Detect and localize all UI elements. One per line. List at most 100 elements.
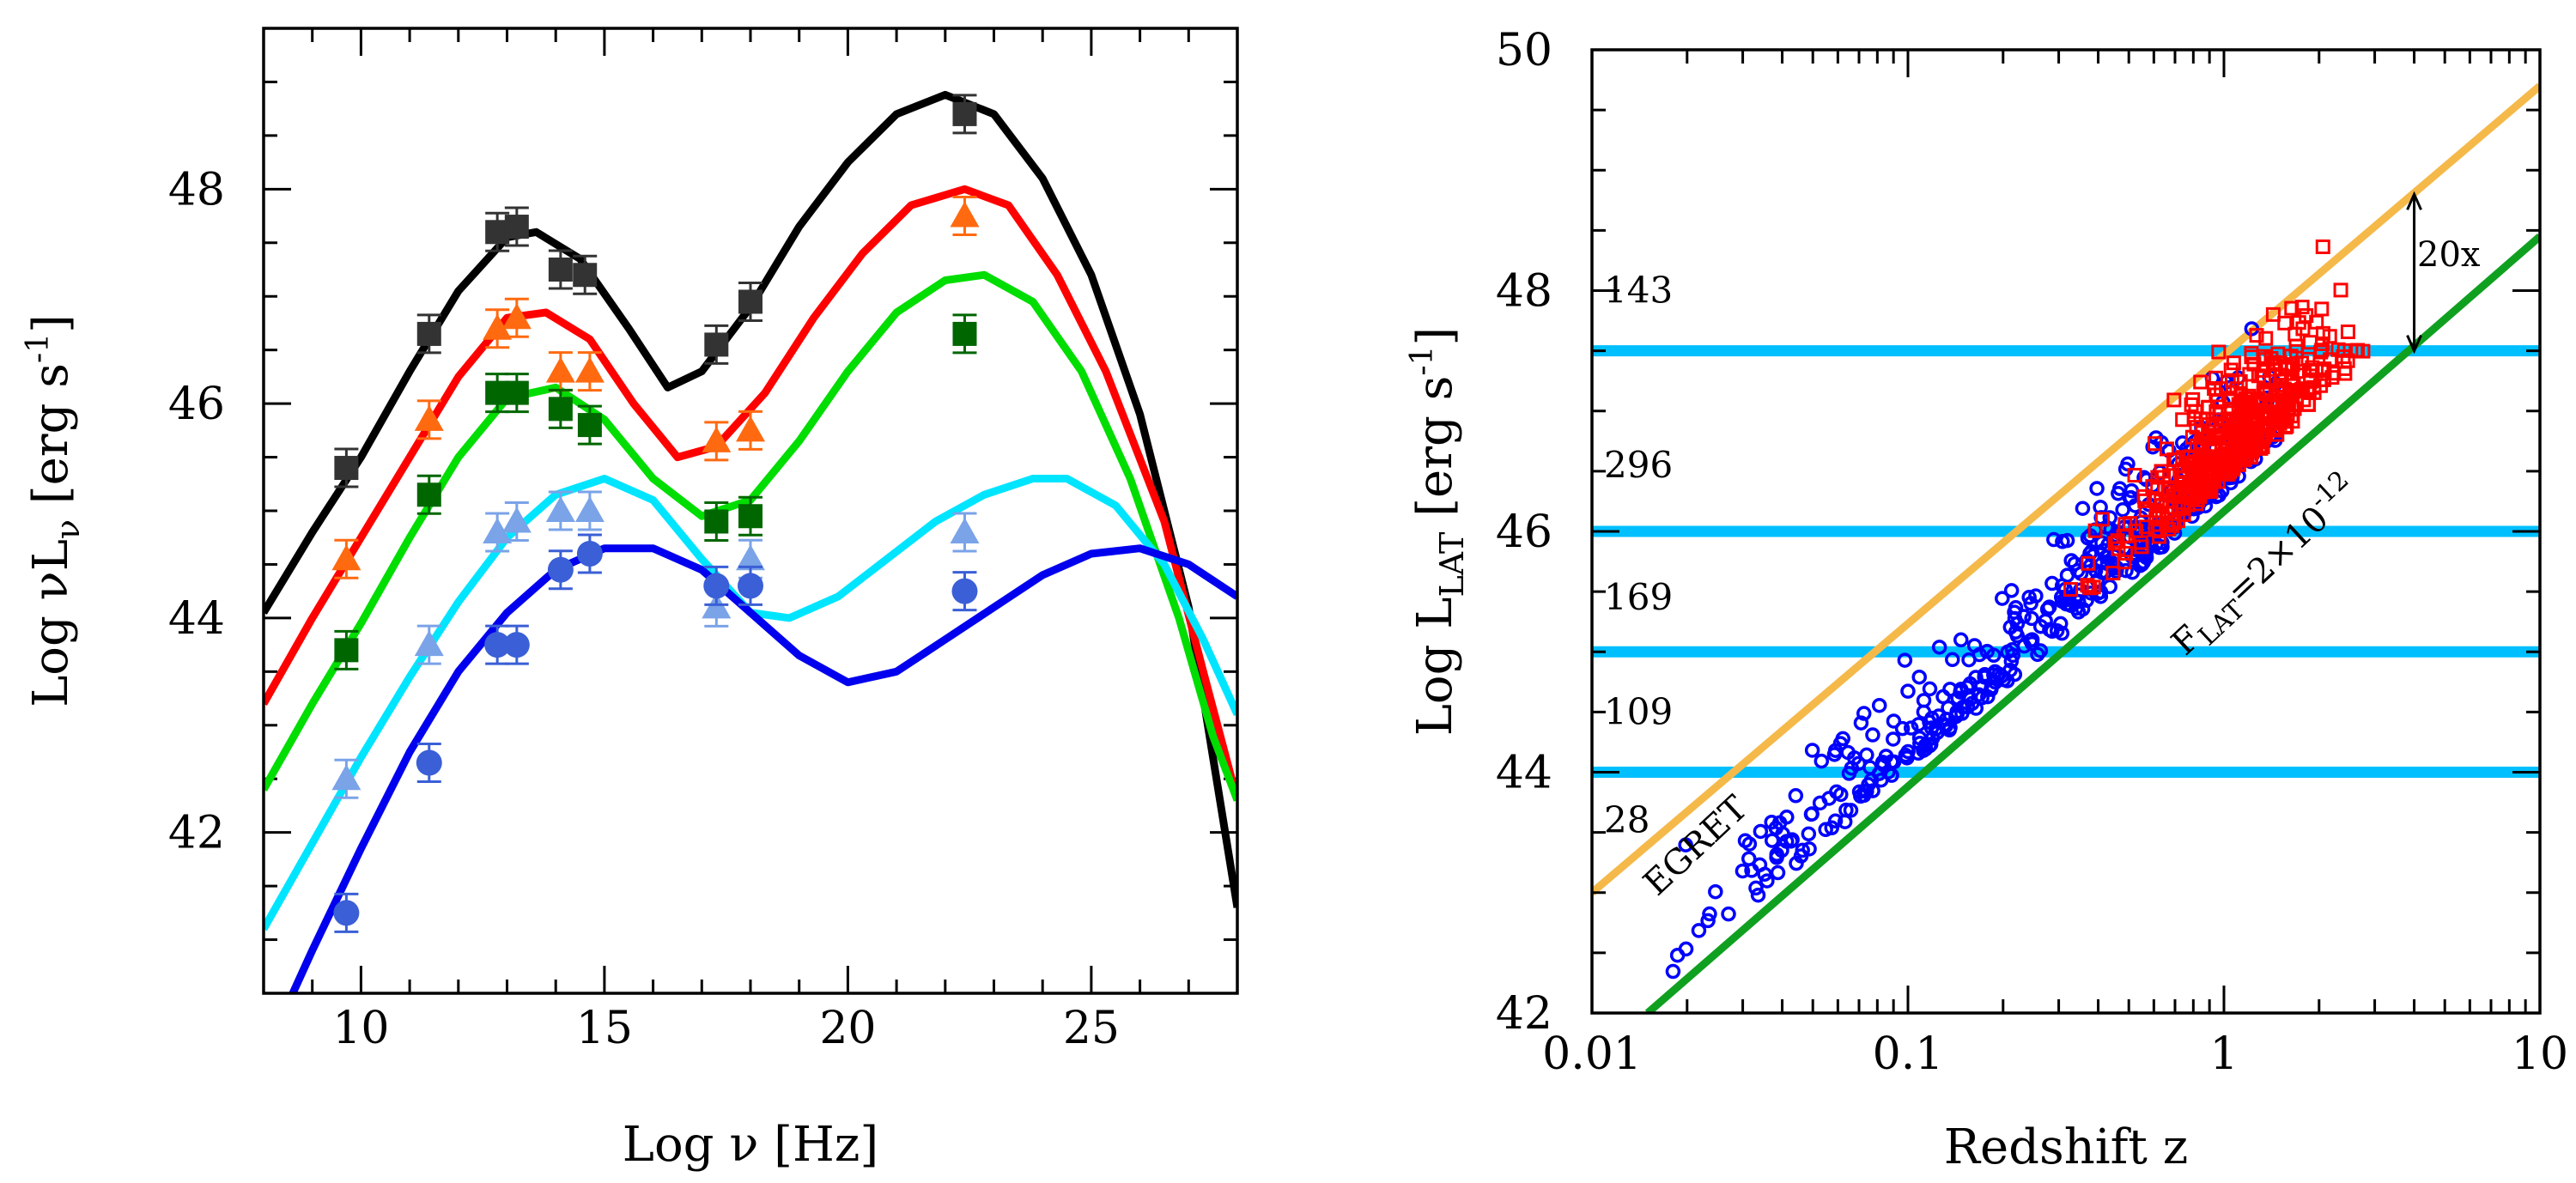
green-data-point [334, 629, 359, 670]
fsrq-point [2175, 412, 2190, 428]
bllac-point [1953, 682, 1969, 697]
bllac-point [1708, 883, 1723, 900]
fsrq-point [2105, 566, 2121, 581]
black-data-point [504, 206, 529, 247]
bllac-point [1884, 754, 1899, 770]
red-data-point [501, 297, 532, 338]
black-data-point [738, 281, 762, 322]
bllac-point [2075, 500, 2091, 516]
x-tick-label: 15 [576, 1003, 633, 1054]
fsrq-point [2172, 500, 2187, 516]
band-count-label: 143 [1604, 270, 1673, 312]
arrow-head-down [2406, 335, 2422, 355]
band-count-label: 169 [1604, 576, 1673, 618]
fsrq-point [2221, 464, 2237, 480]
green-data-point [548, 388, 573, 429]
red-data-point [574, 351, 605, 392]
sed-tick-labels: 10 15 20 25 42 44 46 48 [168, 164, 1120, 1054]
fsrq-point [2263, 350, 2279, 366]
bllac-point [1928, 721, 1944, 737]
fsrq-point [2219, 466, 2234, 482]
fsrq-point [2277, 315, 2293, 331]
bllac-point [1814, 753, 1830, 769]
blue-data-point [703, 565, 730, 606]
bllac-point [2102, 510, 2117, 525]
x-tick-label: 1 [2209, 1028, 2238, 1080]
bllac-point [1750, 887, 1766, 903]
bllac-point [1974, 678, 1990, 694]
x-tick-label: 0.01 [1542, 1028, 1642, 1080]
bllac-point [1900, 683, 1916, 699]
bllac-point [1833, 786, 1849, 803]
x-tick-label: 20 [819, 1003, 876, 1054]
y-tick-label: 42 [1496, 988, 1552, 1040]
bllac-point [1853, 788, 1868, 804]
y-tick-label: 46 [168, 379, 225, 430]
fsrq-point [2337, 366, 2353, 381]
fsrq-point [2256, 370, 2271, 385]
bllac-point [1873, 772, 1889, 788]
fsrq-point [2340, 325, 2355, 340]
fsrq-point [2186, 411, 2202, 427]
fsrq-point [2295, 321, 2311, 337]
fsrq-point [2086, 579, 2101, 595]
band-count-label: 109 [1604, 690, 1673, 732]
y-tick-label: 50 [1496, 25, 1552, 76]
fsrq-point [2063, 582, 2079, 598]
bllac-point [1765, 833, 1780, 848]
fsrq-point [2284, 300, 2300, 316]
cyan-data-point [501, 500, 532, 542]
bllac-point [1769, 850, 1784, 865]
bllac-point [1702, 906, 1717, 922]
cyan-data-point [950, 512, 980, 553]
green-data-point [952, 313, 977, 355]
bllac-point [1945, 652, 1960, 668]
fsrq-point [2300, 351, 2316, 367]
bllac-point [1894, 720, 1911, 737]
bllac-point [1757, 866, 1772, 883]
blue-data-point [333, 892, 360, 933]
bllac-point [1871, 697, 1887, 713]
fsrq-point [2127, 468, 2142, 483]
bllac-point [1994, 668, 2009, 684]
blue-data-point [416, 742, 442, 783]
fsrq-point [2306, 385, 2322, 400]
fsrq-point [2300, 397, 2316, 412]
fsrq-point [2154, 464, 2169, 479]
bllac-point [2023, 633, 2038, 648]
fsrq-point [2166, 515, 2182, 531]
fsrq-point [2277, 414, 2293, 429]
fsrq-point [2284, 361, 2300, 377]
green-data-point [577, 404, 602, 446]
bllac-point [2089, 481, 2105, 496]
bllac-point [1770, 864, 1786, 881]
bllac-point [1971, 646, 1988, 663]
x-tick-label: 25 [1063, 1003, 1120, 1054]
bllac-point [2069, 563, 2086, 579]
fsrq-point [2116, 529, 2131, 544]
bllac-point [2111, 486, 2126, 501]
sed-x-axis-label: Log ν [Hz] [623, 1117, 878, 1173]
bllac-point [1942, 719, 1958, 736]
fsrq-point [2314, 301, 2330, 317]
bllac-point [1812, 795, 1828, 811]
bllac-point [1886, 713, 1902, 729]
x-tick-label: 0.1 [1873, 1028, 1944, 1080]
fsrq-point [2150, 479, 2166, 494]
green-data-point [504, 373, 529, 414]
fsrq-point [2237, 452, 2252, 467]
fsrq-point [2333, 282, 2348, 298]
flat-limit-line [1644, 233, 2540, 1013]
bllac-point [1735, 863, 1751, 879]
lz-plot-frame [1590, 48, 2542, 1015]
bllac-point [1949, 707, 1965, 723]
bllac-point [2028, 588, 2044, 604]
red-data-point [331, 538, 361, 579]
bllac-point [1779, 810, 1795, 825]
fsrq-point [2211, 344, 2227, 360]
fsrq-point [2249, 328, 2264, 343]
bllac-point [2004, 641, 2020, 658]
fsrq-point [2224, 373, 2239, 388]
bllac-point [1759, 873, 1775, 889]
green-data-point [416, 474, 441, 515]
